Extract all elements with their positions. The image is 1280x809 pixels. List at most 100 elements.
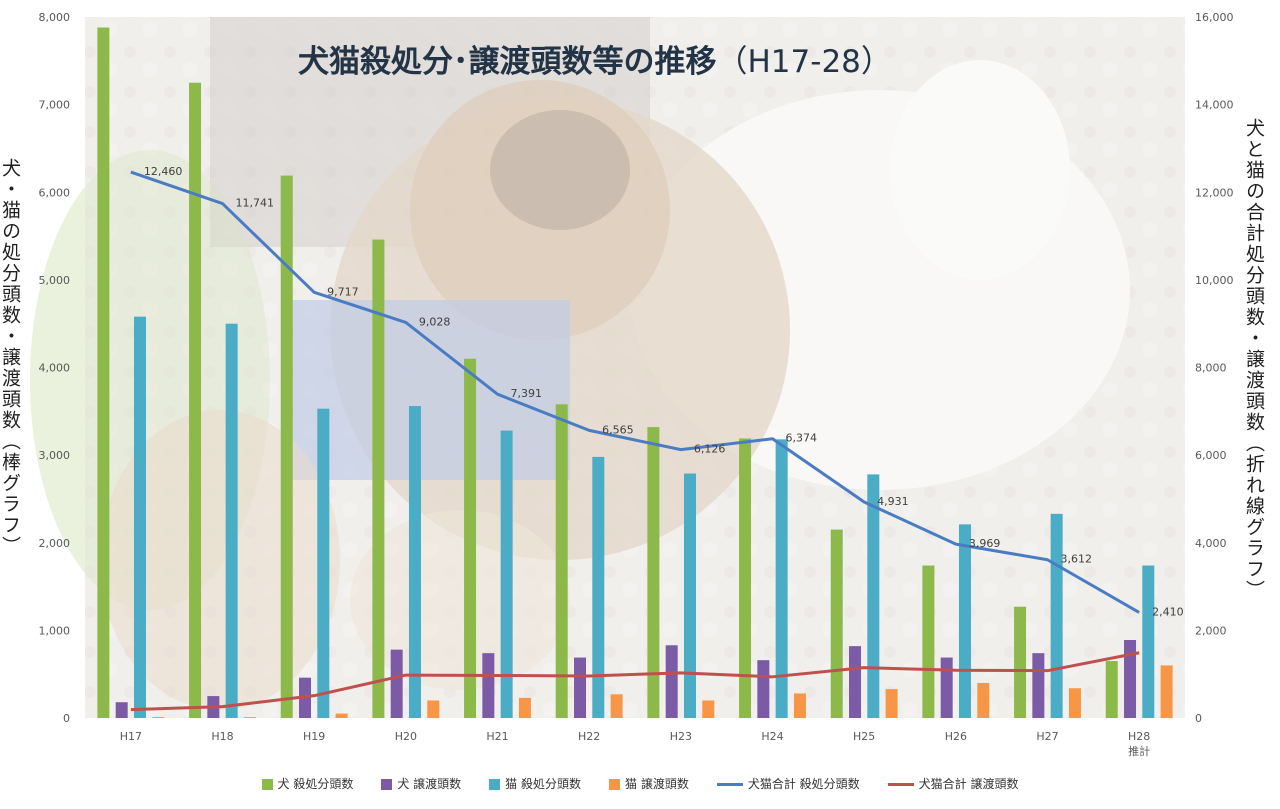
bar-1-H20 [372,239,385,718]
bar-4-H24 [793,693,806,718]
legend-label: 犬猫合計 殺処分頭数 [747,777,860,791]
bar-2-H25 [849,646,862,718]
bar-4-H17 [152,717,165,718]
line-data-label: 7,391 [511,387,543,400]
legend-swatch [609,779,620,790]
bar-2-H26 [940,657,953,718]
legend-item: 犬猫合計 譲渡頭数 [887,775,1019,792]
bar-3-H21 [500,430,513,718]
legend-label: 猫 譲渡頭数 [625,777,689,791]
line-data-label: 6,374 [786,432,818,445]
bar-2-H27 [1032,653,1045,718]
bar-4-H27 [1068,688,1081,718]
y-right-tick-label: 16,000 [1195,11,1234,24]
bar-1-H22 [555,404,568,718]
y-right-tick-label: 6,000 [1195,449,1227,462]
x-tick-label: H17 [120,730,142,743]
bar-3-H22 [592,456,605,718]
y-right-tick-label: 8,000 [1195,362,1227,375]
y-left-tick-label: 6,000 [39,186,71,199]
bar-4-H18 [243,717,256,718]
y-right-tick-label: 2,000 [1195,624,1227,637]
line-series-1 [130,170,1140,614]
bar-1-H26 [922,565,935,718]
x-tick-label: H22 [578,730,600,743]
legend-line-swatch [887,783,914,786]
x-tick-label: H28 [1128,730,1150,743]
line-data-label: 11,741 [236,197,275,210]
legend-label: 犬 殺処分頭数 [277,777,354,791]
bar-1-H17 [97,27,110,718]
y-axis-left-label: 犬・猫の処分頭数・譲渡頭数（棒グラフ） [0,158,21,557]
y-right-tick-label: 10,000 [1195,274,1234,287]
legend-item: 犬 殺処分頭数 [261,775,354,792]
legend-label: 犬猫合計 譲渡頭数 [918,777,1019,791]
bar-1-H18 [189,82,202,718]
bar-3-H26 [958,524,971,718]
legend-item: 犬猫合計 殺処分頭数 [716,775,860,792]
y-right-tick-label: 14,000 [1195,99,1234,112]
bar-3-H24 [775,439,788,718]
y-axis-right: 0 2,000 4,000 6,000 8,000 10,000 12,000 14,000 1… [1195,11,1234,725]
bar-4-H25 [885,689,898,718]
x-tick-sublabel: 推計 [1128,744,1150,758]
x-tick-label: H24 [761,730,783,743]
x-tick-label: H27 [1036,730,1058,743]
bar-4-H26 [977,682,990,718]
bar-4-H22 [610,694,623,718]
x-tick-label: H18 [211,730,233,743]
bar-4-H19 [335,713,348,718]
bar-2-H17 [115,702,128,718]
bar-3-H28 [1142,565,1155,718]
bar-4-H23 [702,700,715,718]
bar-3-H27 [1050,513,1063,718]
bar-1-H19 [280,175,293,718]
y-left-tick-label: 1,000 [39,624,71,637]
x-tick-label: H19 [303,730,325,743]
bar-3-H18 [225,323,238,718]
legend-item: 犬 譲渡頭数 [381,775,461,792]
bar-2-H23 [665,645,678,718]
line-data-label: 3,612 [1061,553,1093,566]
legend-swatch [381,779,393,790]
bar-1-H23 [647,427,660,718]
bar-2-H21 [482,653,495,718]
y-left-tick-label: 4,000 [39,362,71,375]
bar-2-H22 [574,657,587,718]
legend: 犬 殺処分頭数 犬 譲渡頭数 猫 殺処分頭数 猫 譲渡頭数 犬猫合計 殺処分頭数 犬猫合計… [0,775,1280,792]
x-tick-label: H20 [395,730,417,743]
line-data-label: 6,126 [694,443,726,456]
bar-4-H21 [518,697,531,718]
x-tick-label: H26 [945,730,967,743]
bar-3-H17 [133,316,146,718]
legend-item: 猫 殺処分頭数 [489,775,581,792]
y-left-tick-label: 0 [63,712,70,725]
bar-4-H28 [1160,665,1173,718]
y-right-tick-label: 4,000 [1195,537,1227,550]
line-series-2 [130,651,1140,712]
legend-line-swatch [716,783,743,786]
y-axis-left: 0 1,000 2,000 3,000 4,000 5,000 6,000 7,000 8,00… [39,11,71,725]
bar-3-H20 [408,406,421,718]
line-series-group [130,170,1140,712]
chart-title-range: （H17-28） [716,44,892,80]
line-data-label: 4,931 [877,495,909,508]
legend-swatch [489,779,501,790]
bar-1-H21 [464,358,477,718]
bar-4-H20 [427,700,440,718]
bar-3-H19 [317,408,330,718]
legend-item: 猫 譲渡頭数 [609,775,689,792]
y-left-tick-label: 5,000 [39,274,71,287]
legend-label: 犬 譲渡頭数 [397,777,462,791]
line-data-label: 2,410 [1152,605,1184,618]
y-right-tick-label: 12,000 [1195,186,1234,199]
y-left-tick-label: 7,000 [39,99,71,112]
y-left-tick-label: 2,000 [39,537,71,550]
bar-2-H24 [757,660,770,718]
y-right-tick-label: 0 [1195,712,1202,725]
bar-2-H28 [1124,640,1137,718]
bar-3-H25 [867,474,880,718]
legend-label: 猫 殺処分頭数 [505,777,581,791]
